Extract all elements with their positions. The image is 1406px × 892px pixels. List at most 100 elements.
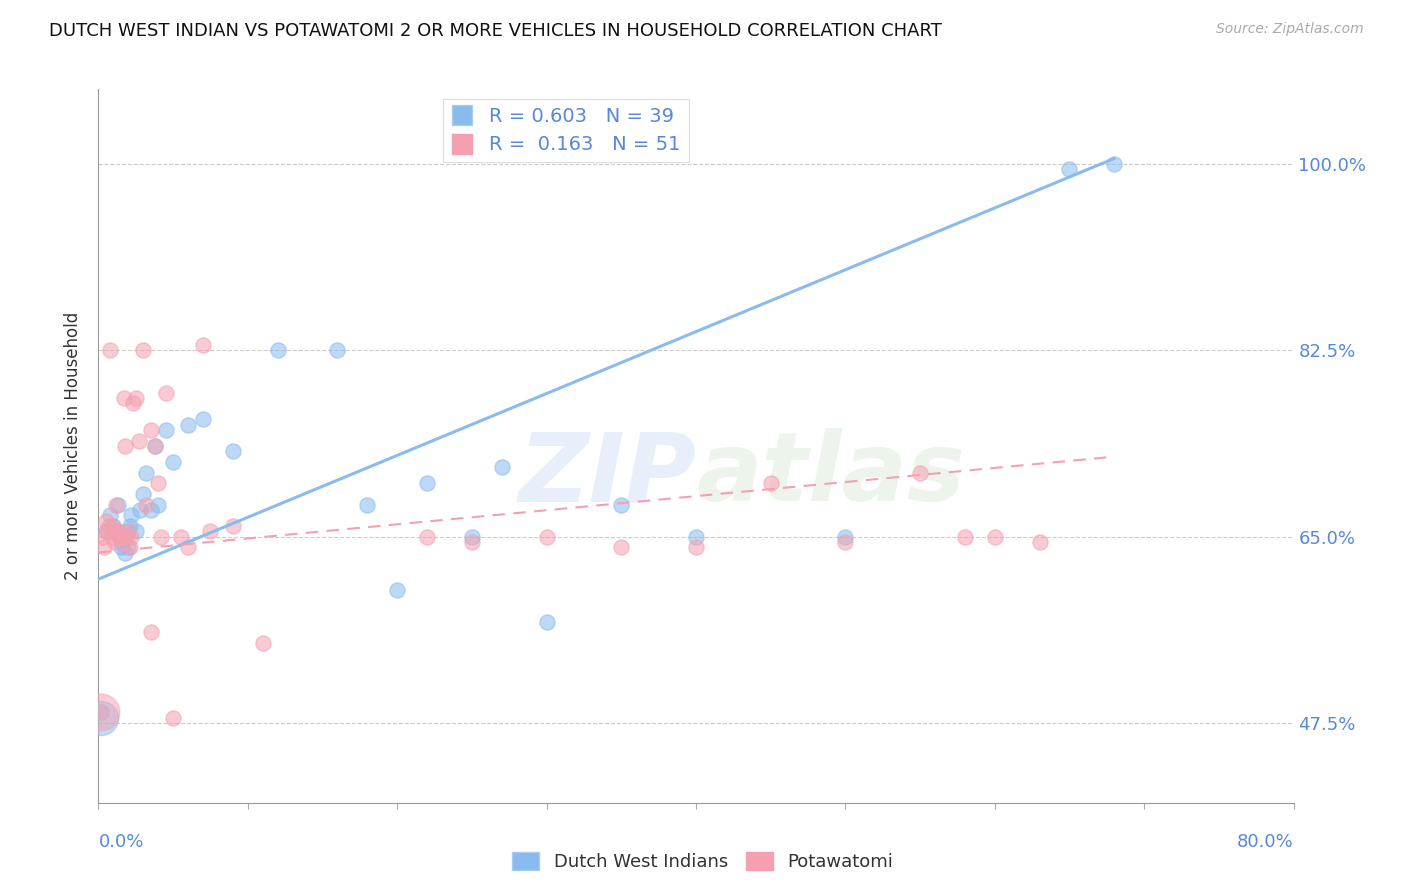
Point — [139, 503, 162, 517]
Point — [143, 439, 166, 453]
Text: DUTCH WEST INDIAN VS POTAWATOMI 2 OR MORE VEHICLES IN HOUSEHOLD CORRELATION CHAR: DUTCH WEST INDIAN VS POTAWATOMI 2 OR MOR… — [49, 22, 942, 40]
Point — [93, 540, 115, 554]
Point — [103, 519, 125, 533]
Point — [177, 540, 200, 554]
Point — [148, 476, 170, 491]
Point — [107, 524, 129, 539]
Point — [1104, 157, 1126, 171]
Point — [117, 524, 139, 539]
Point — [908, 466, 931, 480]
Point — [162, 455, 184, 469]
Point — [118, 540, 141, 554]
Point — [115, 524, 138, 539]
Point — [98, 508, 122, 523]
Legend: R = 0.603   N = 39, R =  0.163   N = 51: R = 0.603 N = 39, R = 0.163 N = 51 — [443, 99, 689, 162]
Point — [105, 524, 128, 539]
Point — [91, 529, 114, 543]
Point — [150, 529, 173, 543]
Point — [491, 460, 513, 475]
Point — [94, 514, 117, 528]
Point — [191, 412, 214, 426]
Point — [536, 529, 558, 543]
Point — [135, 466, 157, 480]
Point — [111, 534, 134, 549]
Point — [117, 540, 139, 554]
Point — [155, 423, 177, 437]
Point — [128, 434, 150, 448]
Legend: Dutch West Indians, Potawatomi: Dutch West Indians, Potawatomi — [505, 845, 901, 879]
Point — [252, 636, 274, 650]
Point — [685, 540, 707, 554]
Point — [610, 540, 633, 554]
Point — [222, 519, 245, 533]
Point — [114, 439, 136, 453]
Point — [129, 503, 152, 517]
Point — [110, 529, 132, 543]
Point — [139, 625, 162, 640]
Point — [105, 498, 128, 512]
Point — [132, 487, 155, 501]
Y-axis label: 2 or more Vehicles in Household: 2 or more Vehicles in Household — [65, 312, 83, 580]
Point — [90, 706, 112, 720]
Point — [326, 343, 349, 358]
Point — [416, 476, 439, 491]
Point — [121, 396, 143, 410]
Point — [385, 582, 409, 597]
Point — [162, 710, 184, 724]
Point — [834, 529, 856, 543]
Point — [107, 498, 129, 512]
Point — [110, 540, 132, 554]
Point — [177, 417, 200, 432]
Point — [125, 524, 148, 539]
Text: 80.0%: 80.0% — [1237, 833, 1294, 851]
Point — [114, 545, 136, 559]
Point — [461, 529, 484, 543]
Text: 0.0%: 0.0% — [98, 833, 143, 851]
Point — [143, 439, 166, 453]
Point — [1059, 162, 1081, 177]
Point — [118, 519, 141, 533]
Point — [112, 529, 135, 543]
Point — [461, 534, 484, 549]
Point — [685, 529, 707, 543]
Point — [90, 706, 112, 720]
Point — [536, 615, 558, 629]
Text: Source: ZipAtlas.com: Source: ZipAtlas.com — [1216, 22, 1364, 37]
Point — [111, 529, 134, 543]
Point — [1028, 534, 1050, 549]
Point — [267, 343, 290, 358]
Point — [222, 444, 245, 458]
Point — [155, 385, 177, 400]
Point — [112, 391, 135, 405]
Point — [120, 529, 142, 543]
Point — [96, 524, 118, 539]
Point — [98, 343, 122, 358]
Point — [120, 508, 142, 523]
Point — [90, 710, 112, 724]
Point — [103, 524, 125, 539]
Point — [139, 423, 162, 437]
Point — [103, 519, 125, 533]
Point — [110, 529, 132, 543]
Text: ZIP: ZIP — [517, 428, 696, 521]
Point — [101, 529, 124, 543]
Point — [135, 498, 157, 512]
Text: atlas: atlas — [696, 428, 965, 521]
Point — [104, 534, 127, 549]
Point — [953, 529, 976, 543]
Point — [416, 529, 439, 543]
Point — [148, 498, 170, 512]
Point — [834, 534, 856, 549]
Point — [191, 338, 214, 352]
Point — [169, 529, 191, 543]
Point — [94, 524, 117, 539]
Point — [125, 391, 148, 405]
Point — [200, 524, 222, 539]
Point — [115, 529, 138, 543]
Point — [356, 498, 378, 512]
Point — [984, 529, 1007, 543]
Point — [132, 343, 155, 358]
Point — [108, 529, 131, 543]
Point — [97, 519, 120, 533]
Point — [610, 498, 633, 512]
